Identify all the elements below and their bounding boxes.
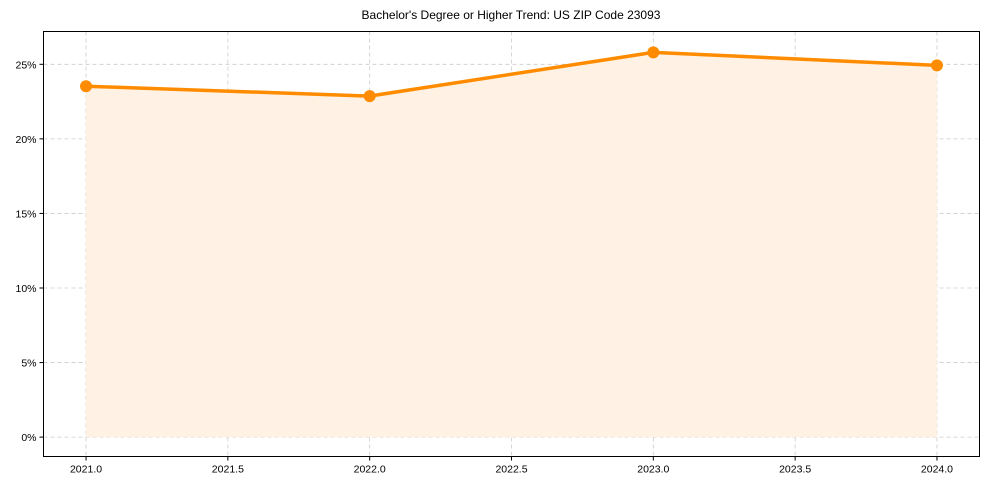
data-point-marker (80, 80, 93, 93)
data-point-marker (647, 46, 660, 59)
x-axis: 2021.0 2021.5 2022.0 2022.5 2023.0 2023.5 2024… (70, 456, 953, 476)
y-axis: 0% 5% 10% 15% 20% 25% (15, 59, 44, 444)
data-line (85, 50, 938, 98)
x-tick-label: 2021.5 (212, 464, 244, 476)
x-tick-label: 2023.0 (637, 464, 669, 476)
x-tick-label: 2024.0 (921, 464, 953, 476)
data-points (80, 46, 943, 103)
x-tick-label: 2022.0 (354, 464, 386, 476)
y-tick-label: 10% (15, 283, 36, 295)
y-tick-label: 0% (21, 432, 36, 444)
data-point-marker (930, 59, 943, 72)
x-tick-label: 2023.5 (779, 464, 811, 476)
data-point-marker (363, 90, 376, 103)
chart-title: Bachelor's Degree or Higher Trend: US ZI… (361, 8, 661, 22)
y-tick-label: 15% (15, 208, 36, 220)
x-tick-label: 2022.5 (495, 464, 527, 476)
area-fill-path (86, 52, 937, 438)
y-tick-label: 20% (15, 134, 36, 146)
area-fill (86, 52, 937, 438)
x-tick-label: 2021.0 (70, 464, 102, 476)
y-tick-label: 25% (15, 59, 36, 71)
y-tick-label: 5% (21, 358, 36, 370)
series-line (85, 50, 938, 98)
